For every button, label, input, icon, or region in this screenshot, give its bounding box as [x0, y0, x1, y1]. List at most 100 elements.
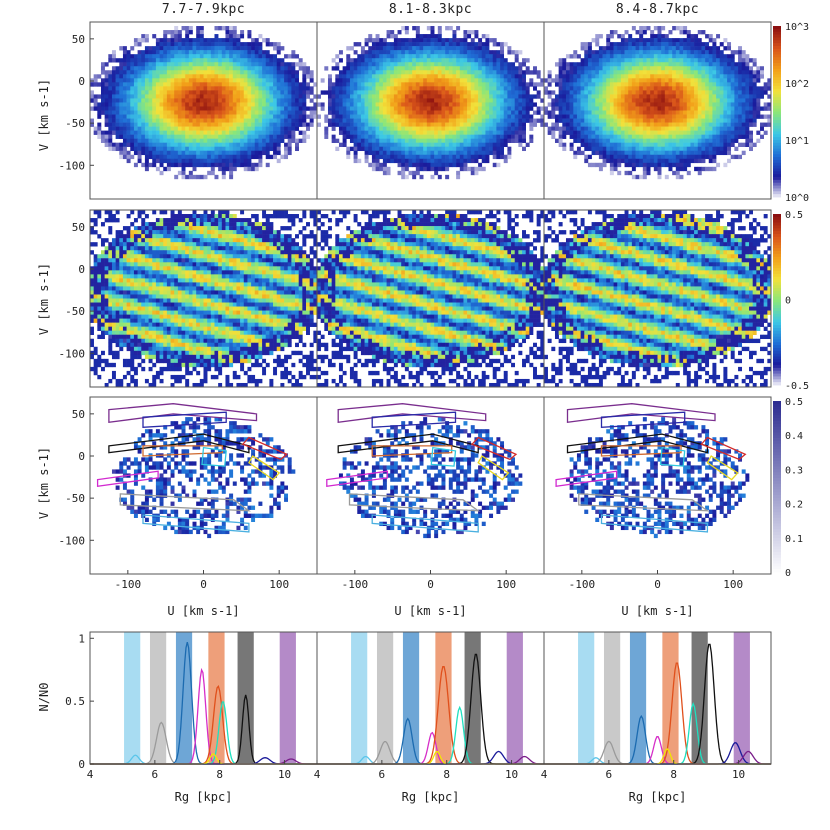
- heatmap-cell: [108, 54, 113, 59]
- heatmap-cell: [390, 106, 395, 111]
- heatmap-cell: [650, 102, 655, 107]
- heatmap-cell: [624, 106, 629, 111]
- heatmap-cell: [690, 122, 695, 127]
- heatmap-cell: [163, 34, 168, 39]
- heatmap-cell: [723, 62, 728, 67]
- heatmap-cell: [481, 158, 486, 164]
- heatmap-cell: [635, 30, 640, 35]
- heatmap-cell: [229, 166, 234, 172]
- heatmap-cell: [203, 90, 208, 95]
- heatmap-cell: [412, 174, 417, 180]
- heatmap-cell: [452, 98, 457, 103]
- heatmap-cell: [448, 154, 453, 160]
- heatmap-cell: [653, 86, 658, 91]
- heatmap-cell: [375, 122, 380, 127]
- heatmap-cell: [240, 114, 245, 119]
- heatmap-cell: [298, 138, 303, 143]
- heatmap-cell: [214, 158, 219, 164]
- heatmap-cell: [653, 122, 658, 127]
- heatmap-cell: [152, 50, 157, 55]
- heatmap-cell: [371, 86, 376, 91]
- heatmap-cell: [430, 38, 435, 43]
- heatmap-cell: [467, 66, 472, 71]
- heatmap-cell: [415, 46, 420, 51]
- heatmap-cell: [166, 54, 171, 59]
- heatmap-cell: [111, 70, 116, 75]
- heatmap-cell: [606, 122, 611, 127]
- heatmap-cell: [196, 70, 201, 75]
- heatmap-cell: [287, 138, 292, 143]
- heatmap-cell: [357, 74, 362, 79]
- heatmap-cell: [346, 118, 351, 123]
- heatmap-cell: [562, 122, 567, 127]
- heatmap-cell: [254, 94, 259, 99]
- heatmap-cell: [225, 114, 230, 119]
- heatmap-cell: [152, 106, 157, 111]
- heatmap-cell: [419, 90, 424, 95]
- heatmap-cell: [522, 110, 526, 115]
- heatmap-cell: [240, 138, 245, 143]
- heatmap-cell: [749, 142, 753, 147]
- heatmap-cell: [104, 102, 109, 107]
- heatmap-cell: [598, 142, 603, 147]
- heatmap-cell: [426, 94, 431, 99]
- heatmap-cell: [642, 146, 647, 152]
- heatmap-cell: [346, 54, 351, 59]
- heatmap-cell: [148, 126, 153, 131]
- heatmap-cell: [445, 142, 450, 147]
- heatmap-cell: [668, 106, 673, 111]
- heatmap-cell: [192, 162, 197, 168]
- heatmap-cell: [148, 138, 153, 143]
- heatmap-cell: [738, 78, 743, 83]
- heatmap-cell: [196, 162, 201, 168]
- heatmap-cell: [419, 42, 424, 47]
- heatmap-cell: [177, 154, 182, 160]
- heatmap-cell: [273, 126, 278, 131]
- heatmap-cell: [675, 102, 680, 107]
- heatmap-cell: [489, 118, 494, 123]
- heatmap-cell: [650, 94, 655, 99]
- heatmap-cell: [177, 66, 182, 71]
- heatmap-cell: [595, 142, 600, 147]
- heatmap-cell: [408, 130, 413, 135]
- heatmap-cell: [265, 78, 270, 83]
- heatmap-cell: [639, 110, 644, 115]
- heatmap-cell: [221, 130, 226, 135]
- heatmap-cell: [481, 106, 486, 111]
- heatmap-cell: [306, 74, 310, 79]
- heatmap-cell: [262, 126, 267, 131]
- heatmap-cell: [679, 94, 684, 99]
- heatmap-cell: [408, 170, 413, 176]
- heatmap-cell: [181, 54, 186, 59]
- heatmap-cell: [609, 106, 614, 111]
- heatmap-cell: [401, 114, 406, 119]
- heatmap-cell: [437, 118, 442, 123]
- heatmap-cell: [393, 118, 398, 123]
- heatmap-cell: [496, 122, 501, 127]
- heatmap-cell: [719, 42, 724, 47]
- heatmap-cell: [430, 134, 435, 139]
- heatmap-cell: [697, 46, 702, 51]
- heatmap-cell: [119, 142, 124, 147]
- heatmap-cell: [441, 138, 446, 143]
- heatmap-cell: [613, 54, 618, 59]
- heatmap-cell: [620, 38, 625, 43]
- heatmap-cell: [540, 118, 545, 123]
- heatmap-cell: [349, 70, 354, 75]
- heatmap-cell: [481, 74, 486, 79]
- heatmap-cell: [404, 94, 409, 99]
- heatmap-cell: [269, 110, 274, 115]
- heatmap-cell: [273, 46, 278, 51]
- heatmap-cell: [386, 58, 391, 63]
- heatmap-cell: [174, 162, 179, 168]
- heatmap-cell: [650, 58, 655, 63]
- heatmap-cell: [642, 58, 647, 63]
- heatmap-cell: [749, 86, 753, 91]
- heatmap-cell: [631, 130, 636, 135]
- heatmap-cell: [613, 134, 618, 139]
- heatmap-cell: [547, 78, 552, 83]
- heatmap-cell: [635, 150, 640, 156]
- heatmap-cell: [210, 150, 215, 156]
- heatmap-cell: [705, 134, 710, 139]
- heatmap-cell: [379, 102, 384, 107]
